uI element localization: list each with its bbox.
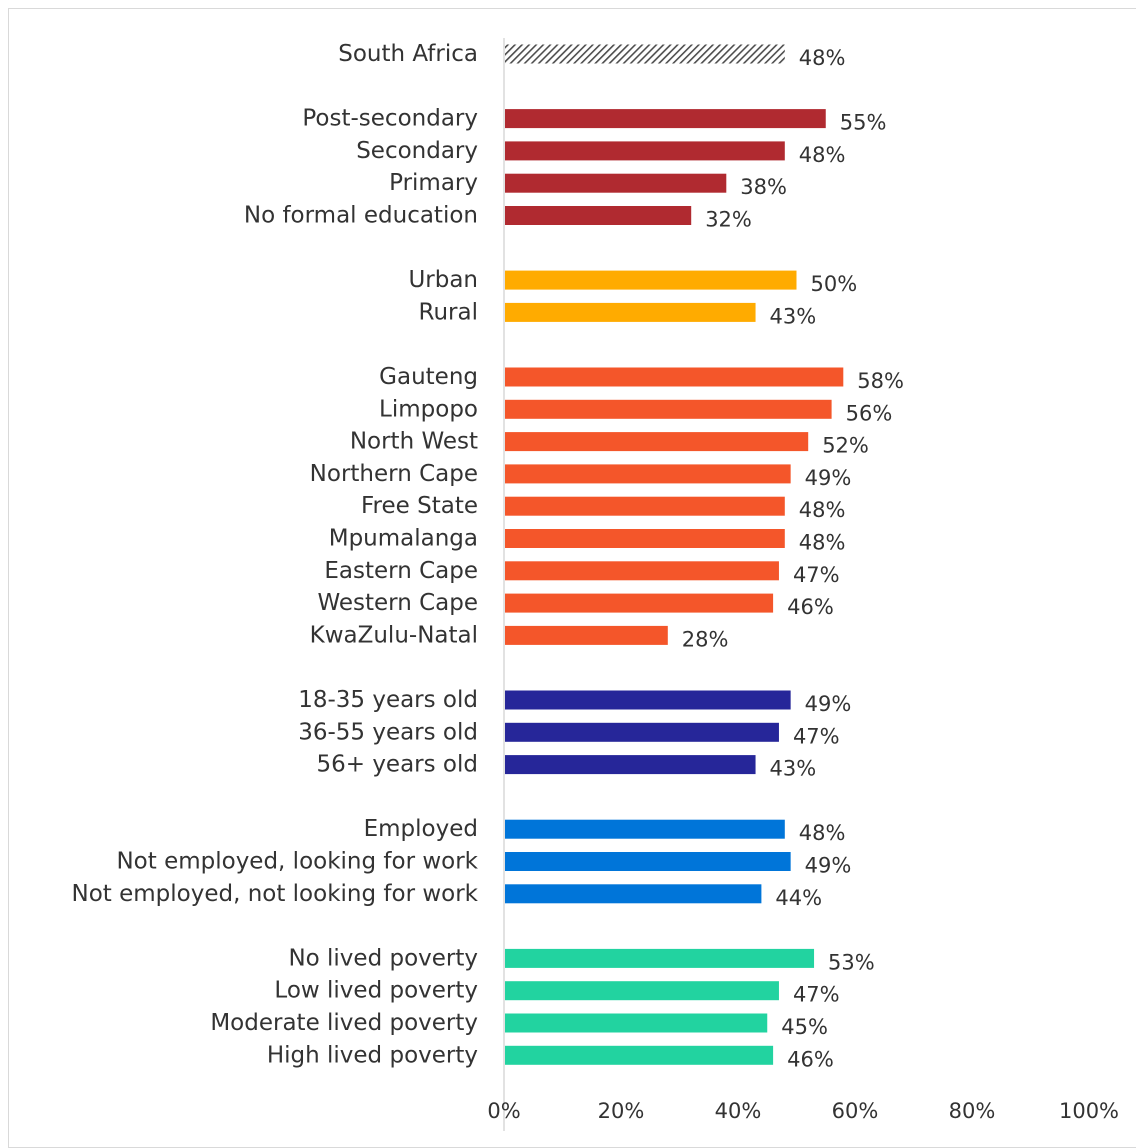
value-label-not-employed-looking-for-work: 49% (805, 854, 852, 878)
x-tick-label: 60% (832, 1099, 879, 1123)
value-label-primary: 38% (740, 175, 787, 199)
category-label-high-lived-poverty: High lived poverty (267, 1042, 478, 1068)
bar-high-lived-poverty (505, 1045, 774, 1065)
bar-post-secondary (505, 109, 826, 129)
value-label-northern-cape: 49% (805, 466, 852, 490)
category-label-post-secondary: Post-secondary (302, 106, 478, 132)
bar-western-cape (505, 593, 774, 613)
value-label-low-lived-poverty: 47% (793, 983, 840, 1007)
category-label-no-formal-education: No formal education (244, 203, 478, 229)
category-label-no-lived-poverty: No lived poverty (288, 945, 478, 971)
bar-rural (505, 302, 756, 322)
value-label-south-africa: 48% (799, 46, 846, 70)
value-label-free-state: 48% (799, 498, 846, 522)
x-axis-ticks: 0% 20% 40% 60% 80% 100% (487, 1099, 1119, 1123)
bar-56-years-old (505, 755, 756, 775)
bar-gauteng (505, 367, 844, 387)
bar-urban (505, 270, 797, 290)
value-label-mpumalanga: 48% (799, 531, 846, 555)
value-label-36-55-years-old: 47% (793, 724, 840, 748)
bar-no-formal-education (505, 206, 692, 225)
category-label-western-cape: Western Cape (317, 590, 478, 616)
bar-free-state (505, 496, 785, 516)
x-tick-label: 80% (949, 1099, 996, 1123)
bar-not-employed-looking-for-work (505, 852, 791, 871)
category-label-north-west: North West (350, 429, 478, 455)
bar-kwazulu-natal (505, 625, 668, 645)
category-label-not-employed-looking-for-work: Not employed, looking for work (116, 849, 478, 875)
value-label-north-west: 52% (822, 434, 869, 458)
value-label-no-formal-education: 32% (705, 208, 752, 232)
x-tick-label: 20% (598, 1099, 645, 1123)
category-label-rural: Rural (419, 299, 478, 325)
category-label-south-africa: South Africa (338, 41, 478, 67)
value-label-high-lived-poverty: 46% (787, 1047, 834, 1071)
value-label-kwazulu-natal: 28% (682, 627, 729, 651)
category-label-gauteng: Gauteng (379, 364, 478, 390)
category-label-mpumalanga: Mpumalanga (329, 526, 478, 552)
category-label-18-35-years-old: 18-35 years old (298, 687, 478, 713)
value-label-limpopo: 56% (846, 401, 893, 425)
category-label-moderate-lived-poverty: Moderate lived poverty (210, 1010, 478, 1036)
value-label-no-lived-poverty: 53% (828, 950, 875, 974)
bar-northern-cape (505, 464, 791, 484)
value-label-rural: 43% (770, 304, 817, 328)
x-tick-label: 100% (1059, 1099, 1119, 1123)
category-label-not-employed-not-looking-for-work: Not employed, not looking for work (71, 881, 478, 907)
bar-18-35-years-old (505, 690, 791, 710)
bar-south-africa (505, 44, 785, 64)
value-label-not-employed-not-looking-for-work: 44% (775, 886, 822, 910)
bar-employed (505, 819, 785, 839)
value-label-moderate-lived-poverty: 45% (781, 1015, 828, 1039)
value-label-western-cape: 46% (787, 595, 834, 619)
bar-limpopo (505, 399, 832, 419)
bar-secondary (505, 141, 785, 161)
category-label-secondary: Secondary (356, 138, 478, 164)
labels-layer: South Africa 48% Post-secondary 55% Secondar… (71, 41, 904, 1071)
bar-mpumalanga (505, 529, 785, 548)
category-label-employed: Employed (364, 816, 478, 842)
category-label-eastern-cape: Eastern Cape (324, 558, 478, 584)
category-label-56-years-old: 56+ years old (316, 752, 478, 778)
bar-moderate-lived-poverty (505, 1013, 768, 1033)
value-label-urban: 50% (811, 272, 858, 296)
category-label-low-lived-poverty: Low lived poverty (274, 978, 478, 1004)
category-label-kwazulu-natal: KwaZulu-Natal (310, 622, 478, 648)
bar-low-lived-poverty (505, 981, 779, 1001)
category-label-urban: Urban (408, 267, 478, 293)
x-tick-label: 0% (487, 1099, 520, 1123)
bar-no-lived-poverty (505, 948, 815, 968)
bar-36-55-years-old (505, 722, 779, 742)
category-label-primary: Primary (389, 170, 478, 196)
value-label-18-35-years-old: 49% (805, 692, 852, 716)
category-label-limpopo: Limpopo (379, 396, 478, 422)
bar-primary (505, 173, 727, 193)
category-label-northern-cape: Northern Cape (310, 461, 478, 487)
bar-not-employed-not-looking-for-work (505, 884, 762, 904)
category-label-free-state: Free State (361, 493, 478, 519)
bar-north-west (505, 432, 809, 452)
bars-layer (505, 44, 844, 1065)
bar-eastern-cape (505, 561, 779, 581)
value-label-56-years-old: 43% (770, 757, 817, 781)
value-label-eastern-cape: 47% (793, 563, 840, 587)
category-label-36-55-years-old: 36-55 years old (298, 719, 478, 745)
value-label-post-secondary: 55% (840, 111, 887, 135)
x-tick-label: 40% (715, 1099, 762, 1123)
value-label-employed: 48% (799, 821, 846, 845)
value-label-gauteng: 58% (857, 369, 904, 393)
value-label-secondary: 48% (799, 143, 846, 167)
